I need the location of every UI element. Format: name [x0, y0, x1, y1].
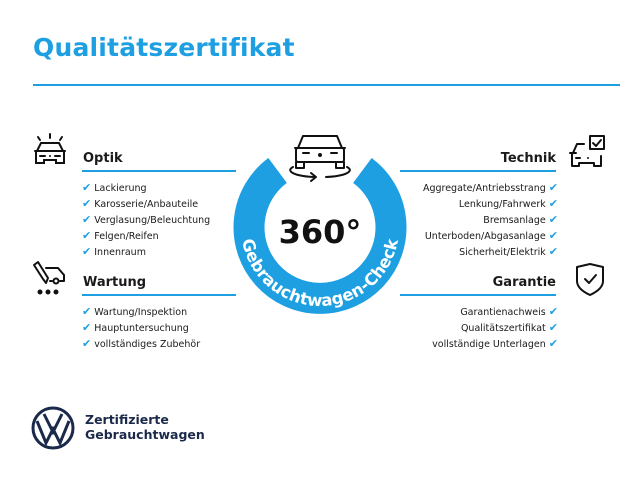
check-icon: ✔ — [82, 197, 92, 210]
garantie-divider — [400, 294, 556, 296]
shield-check-icon — [576, 263, 604, 296]
check-icon: ✔ — [548, 305, 558, 318]
checklist-item-label: Wartung/Inspektion — [94, 307, 188, 318]
checklist-item: ✔ Innenraum — [82, 244, 210, 260]
checklist-item: ✔ Lackierung — [82, 180, 210, 196]
optik-heading: Optik — [83, 151, 123, 166]
checklist-item: vollständige Unterlagen ✔ — [432, 336, 558, 352]
checklist-item: ✔ Karosserie/Anbauteile — [82, 196, 210, 212]
check-icon: ✔ — [548, 213, 558, 226]
check-icon: ✔ — [548, 321, 558, 334]
wartung-divider — [82, 294, 236, 296]
page-title: Qualitätszertifikat — [33, 33, 295, 62]
check-icon: ✔ — [548, 229, 558, 242]
checklist-item-label: Lenkung/Fahrwerk — [458, 199, 546, 210]
checklist-item-label: Verglasung/Beleuchtung — [94, 215, 211, 226]
service-truck-icon — [33, 261, 65, 295]
checklist-item-label: vollständige Unterlagen — [432, 339, 546, 350]
check-icon: ✔ — [82, 181, 92, 194]
checklist-item-label: Qualitätszertifikat — [460, 323, 546, 334]
garantie-heading: Garantie — [492, 275, 556, 290]
checklist-item-label: Karosserie/Anbauteile — [94, 199, 199, 210]
checklist-item: ✔ Hauptuntersuchung — [82, 320, 200, 336]
check-icon: ✔ — [82, 245, 92, 258]
footer-line2: Gebrauchtwagen — [85, 427, 205, 442]
car-checkbox-icon — [569, 135, 605, 167]
ring-arc — [233, 157, 407, 314]
check-icon: ✔ — [548, 197, 558, 210]
car-rotate-icon — [289, 135, 351, 182]
checklist-item: Garantienachweis ✔ — [432, 304, 558, 320]
checklist-item-label: Felgen/Reifen — [94, 231, 159, 242]
checklist-item: ✔ Wartung/Inspektion — [82, 304, 200, 320]
wartung-heading: Wartung — [83, 275, 147, 290]
center-value: 360° — [279, 213, 362, 251]
footer-line1: Zertifizierte — [85, 412, 169, 427]
technik-heading: Technik — [500, 151, 556, 166]
checklist-item: Sicherheit/Elektrik ✔ — [423, 244, 558, 260]
check-icon: ✔ — [548, 337, 558, 350]
checklist-item-label: Aggregate/Antriebsstrang — [422, 183, 546, 194]
title-divider — [33, 84, 620, 86]
check-icon: ✔ — [548, 245, 558, 258]
checklist-item-label: Sicherheit/Elektrik — [459, 247, 546, 258]
checklist-item: Bremsanlage ✔ — [423, 212, 558, 228]
checklist-item-label: Hauptuntersuchung — [94, 323, 189, 334]
checklist-item: Qualitätszertifikat ✔ — [432, 320, 558, 336]
checklist-item-label: Garantienachweis — [460, 307, 546, 318]
optik-list: ✔ Lackierung ✔ Karosserie/Anbauteile ✔ Ver… — [82, 180, 210, 260]
technik-divider — [400, 170, 556, 172]
check-icon: ✔ — [82, 337, 92, 350]
check-icon: ✔ — [82, 213, 92, 226]
wartung-list: ✔ Wartung/Inspektion ✔ Hauptuntersuchung ✔… — [82, 304, 200, 352]
garantie-list: Garantienachweis ✔ Qualitätszertifikat ✔ v… — [432, 304, 558, 352]
checklist-item-label: Innenraum — [94, 247, 146, 258]
checklist-item-label: Lackierung — [94, 183, 147, 194]
checklist-item: ✔ Verglasung/Beleuchtung — [82, 212, 210, 228]
check-icon: ✔ — [82, 321, 92, 334]
optik-divider — [82, 170, 236, 172]
car-lights-icon — [34, 133, 66, 164]
technik-list: Aggregate/Antriebsstrang ✔ Lenkung/Fahrwe… — [423, 180, 558, 260]
footer-brand: Zertifizierte Gebrauchtwagen — [85, 412, 205, 442]
checklist-item: ✔ Felgen/Reifen — [82, 228, 210, 244]
checklist-item-label: Unterboden/Abgasanlage — [424, 231, 546, 242]
checklist-item: Lenkung/Fahrwerk ✔ — [423, 196, 558, 212]
check-icon: ✔ — [82, 229, 92, 242]
check-icon: ✔ — [82, 305, 92, 318]
vw-logo — [31, 406, 75, 450]
checklist-item-label: vollständiges Zubehör — [94, 339, 201, 350]
checklist-item: Unterboden/Abgasanlage ✔ — [423, 228, 558, 244]
check-icon: ✔ — [548, 181, 558, 194]
checklist-item: Aggregate/Antriebsstrang ✔ — [423, 180, 558, 196]
checklist-item-label: Bremsanlage — [483, 215, 546, 226]
checklist-item: ✔ vollständiges Zubehör — [82, 336, 200, 352]
